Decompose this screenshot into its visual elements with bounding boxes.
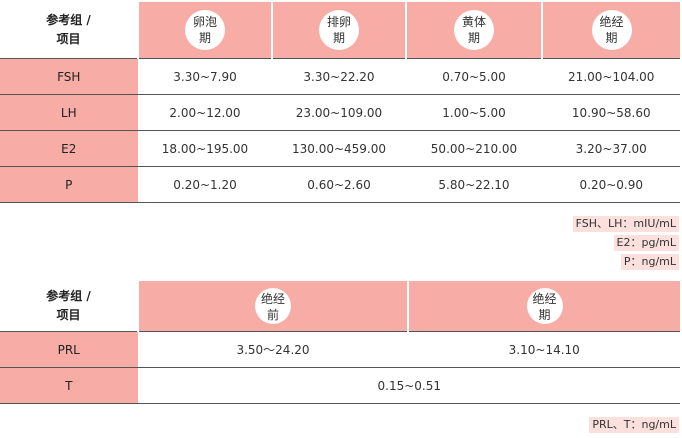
table-row: T 0.15~0.51 [0,367,680,404]
table-row: E2 18.00~195.00 130.00~459.00 50.00~210.… [0,130,680,167]
row-label-t: T [0,367,138,404]
table-corner-header: 参考组 / 项目 [0,2,138,59]
column-header-menopause: 绝经期 [407,281,680,332]
column-header-follicular: 卵泡期 [137,2,272,59]
row-label-p: P [0,166,138,203]
cell-value: 18.00~195.00 [137,130,272,167]
cell-value: 130.00~459.00 [271,130,406,167]
column-header-luteal: 黄体期 [405,2,542,59]
cell-value: 0.15~0.51 [137,367,680,404]
cell-value: 1.00~5.00 [405,94,542,131]
table-row: LH 2.00~12.00 23.00~109.00 1.00~5.00 10.… [0,94,680,131]
table-row: FSH 3.30~7.90 3.30~22.20 0.70~5.00 21.00… [0,58,680,95]
corner-line-1: 参考组 / [46,13,91,27]
cell-value: 0.20~0.90 [541,166,680,203]
cell-value: 3.20~37.00 [541,130,680,167]
cell-value: 10.90~58.60 [541,94,680,131]
row-label-prl: PRL [0,331,138,368]
cell-value: 0.20~1.20 [137,166,272,203]
corner-line-1: 参考组 / [46,289,91,303]
cell-value: 0.60~2.60 [271,166,406,203]
cell-value: 3.10~14.10 [407,331,680,368]
column-header-premenopause: 绝经前 [137,281,408,332]
hormone-reference-table: 参考组 / 项目 卵泡期 排卵期 黄体期 绝经期 FSH 3.30~7.90 3… [0,2,680,203]
unit-note-prl-t: PRL、T：ng/mL [589,417,679,433]
cell-value: 50.00~210.00 [405,130,542,167]
unit-note-fsh-lh: FSH、LH：mIU/mL [572,216,679,232]
cell-value: 5.80~22.10 [405,166,542,203]
cell-value: 3.30~22.20 [271,58,406,95]
column-header-menopause: 绝经期 [541,2,680,59]
table-row: P 0.20~1.20 0.60~2.60 5.80~22.10 0.20~0.… [0,166,680,203]
corner-line-2: 项目 [56,32,81,46]
cell-value: 0.70~5.00 [405,58,542,95]
row-label-e2: E2 [0,130,138,167]
cell-value: 2.00~12.00 [137,94,272,131]
cell-value: 23.00~109.00 [271,94,406,131]
row-label-lh: LH [0,94,138,131]
cell-value: 3.50～24.20 [137,331,408,368]
corner-line-2: 项目 [56,308,81,322]
table-corner-header: 参考组 / 项目 [0,281,138,332]
cell-value: 21.00~104.00 [541,58,680,95]
row-label-fsh: FSH [0,58,138,95]
column-header-ovulation: 排卵期 [271,2,406,59]
prolactin-testosterone-table: 参考组 / 项目 绝经前 绝经期 PRL 3.50～24.20 3.10~14.… [0,281,680,404]
unit-note-p: P：ng/mL [620,254,679,270]
table-row: PRL 3.50～24.20 3.10~14.10 [0,331,680,368]
cell-value: 3.30~7.90 [137,58,272,95]
unit-note-e2: E2：pg/mL [613,235,679,251]
